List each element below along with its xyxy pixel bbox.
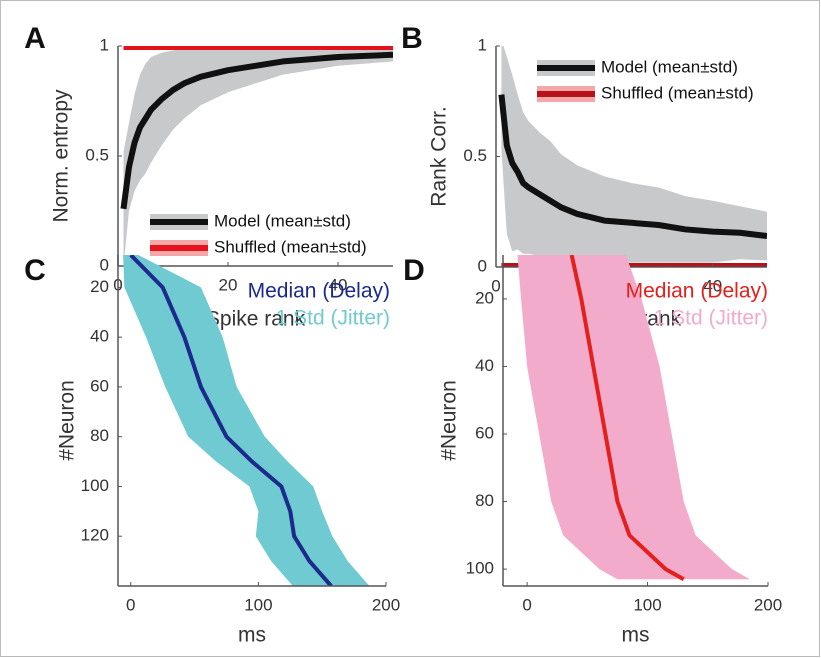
y-tick-label: 60 <box>475 423 494 442</box>
legend-label: Median (Delay) <box>626 280 768 303</box>
mean-line <box>498 94 767 240</box>
y-tick-label: 0.5 <box>463 146 487 165</box>
x-axis-label: Spike rank <box>206 308 306 331</box>
y-tick-label: 40 <box>475 356 494 375</box>
y-tick-label: 60 <box>90 376 109 395</box>
mean-line <box>569 255 685 581</box>
x-tick-label: 20 <box>219 275 238 294</box>
y-tick-label: 0 <box>478 256 487 275</box>
legend-label: Model (mean±std) <box>601 57 738 76</box>
std-band <box>517 255 750 580</box>
y-tick-label: 0 <box>100 255 109 274</box>
x-tick-label: 100 <box>244 595 272 614</box>
y-tick-label: 1 <box>100 35 109 54</box>
std-band <box>123 48 393 266</box>
panel-letter: B <box>401 22 423 55</box>
legend-label: Shuffled (mean±std) <box>214 237 367 256</box>
y-tick-label: 80 <box>90 426 109 445</box>
legend-label: Model (mean±std) <box>214 211 351 230</box>
y-tick-label: 120 <box>81 526 109 545</box>
y-tick-label: 40 <box>90 327 109 346</box>
plot-area <box>123 255 370 586</box>
y-tick-label: 100 <box>81 476 109 495</box>
y-axis-label: Norm. entropy <box>50 89 73 223</box>
legend-label: 1 Std (Jitter) <box>276 307 390 330</box>
x-tick-label: 40 <box>329 275 348 294</box>
y-tick-label: 80 <box>475 491 494 510</box>
y-tick-label: 1 <box>478 35 487 54</box>
y-tick-label: 20 <box>475 288 494 307</box>
y-tick-label: 100 <box>466 559 494 578</box>
plot-area <box>517 255 750 581</box>
x-tick-label: 200 <box>372 595 400 614</box>
y-axis-label: #Neuron <box>438 380 461 461</box>
y-tick-label: 0.5 <box>85 145 109 164</box>
x-tick-label: 40 <box>703 276 722 295</box>
plot-area <box>120 46 393 266</box>
panel-letter: C <box>24 254 46 287</box>
legend-label: Median (Delay) <box>248 280 390 303</box>
panel-letter: A <box>24 22 46 55</box>
x-tick-label: 0 <box>491 276 500 295</box>
x-tick-label: 0 <box>522 595 531 614</box>
panel-letter: D <box>403 254 425 287</box>
x-axis-label: ms <box>622 624 650 647</box>
legend-label: Shuffled (mean±std) <box>601 83 754 102</box>
legend-label: 1 Std (Jitter) <box>654 307 768 330</box>
y-tick-label: 20 <box>90 277 109 296</box>
y-axis-label: #Neuron <box>56 380 79 461</box>
y-axis-label: Rank Corr. <box>428 106 451 206</box>
mean-line <box>120 51 393 210</box>
x-tick-label: 0 <box>126 595 135 614</box>
x-axis-label: ms <box>238 624 266 647</box>
x-tick-label: 200 <box>754 595 782 614</box>
plot-area <box>498 46 767 267</box>
mean-line <box>129 255 333 586</box>
x-tick-label: 100 <box>633 595 661 614</box>
